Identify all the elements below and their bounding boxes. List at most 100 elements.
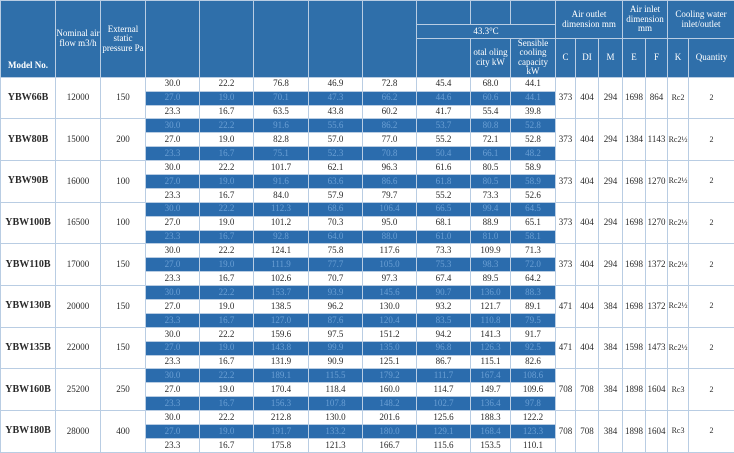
table-cell: Rc2½ (668, 202, 689, 244)
table-cell: 92.5 (511, 341, 556, 355)
table-cell: 179.2 (363, 369, 417, 383)
table-cell: 70.3 (309, 216, 363, 230)
table-cell: 44.1 (511, 77, 556, 91)
table-cell: 93.9 (309, 286, 363, 300)
table-cell: 404 (576, 244, 599, 286)
table-cell: 150 (101, 327, 146, 369)
table-cell: 88.0 (363, 230, 417, 244)
table-cell: 61.6 (417, 161, 471, 175)
table-cell: 64.5 (511, 202, 556, 216)
table-cell: 19.0 (200, 133, 254, 147)
table-cell: 1698 (623, 77, 646, 119)
table-cell: 23.3 (146, 105, 200, 119)
table-cell: 87.6 (309, 313, 363, 327)
table-cell: 1698 (623, 161, 646, 203)
table-cell: 1604 (646, 369, 668, 411)
table-cell: 23.3 (146, 438, 200, 452)
table-cell: 86.6 (363, 174, 417, 188)
table-cell: Rc2½ (668, 286, 689, 328)
table-cell: 2 (689, 77, 734, 119)
table-cell: 23.3 (146, 188, 200, 202)
table-cell: 16.7 (200, 397, 254, 411)
table-cell: 16.7 (200, 188, 254, 202)
header-cell (309, 1, 363, 78)
table-cell: 41.7 (417, 105, 471, 119)
table-cell: 96.8 (417, 341, 471, 355)
table-cell: 61.0 (417, 230, 471, 244)
table-cell: Rc2½ (668, 327, 689, 369)
table-cell: 70.1 (254, 91, 309, 105)
table-cell: 15000 (56, 119, 101, 161)
table-cell: 708 (556, 411, 576, 453)
table-cell: YBW90B (1, 161, 56, 203)
table-cell: 1372 (646, 244, 668, 286)
table-cell: 48.2 (511, 147, 556, 161)
header-cell: DI (576, 39, 599, 78)
table-cell: 150 (101, 244, 146, 286)
table-cell: 52.6 (511, 188, 556, 202)
table-cell: 64.0 (309, 230, 363, 244)
table-cell: 23.3 (146, 313, 200, 327)
table-cell: 167.4 (471, 369, 511, 383)
table-cell: 404 (576, 327, 599, 369)
table-cell: 84.0 (254, 188, 309, 202)
table-cell: 88.9 (471, 216, 511, 230)
table-cell: 130.0 (363, 300, 417, 314)
table-cell: 373 (556, 161, 576, 203)
table-cell: 160.0 (363, 383, 417, 397)
table-cell: 22.2 (200, 286, 254, 300)
table-cell: 75.1 (254, 147, 309, 161)
table-cell: 16.7 (200, 147, 254, 161)
table-cell: 373 (556, 244, 576, 286)
table-cell: 114.7 (417, 383, 471, 397)
table-cell: Rc2½ (668, 161, 689, 203)
table-cell: 708 (576, 369, 599, 411)
header-cell: 43.3°C (417, 25, 556, 39)
table-cell: 53.7 (417, 119, 471, 133)
table-cell: 19.0 (200, 425, 254, 439)
table-cell: 80.5 (471, 174, 511, 188)
table-cell: 115.6 (417, 438, 471, 452)
table-cell: 200 (101, 119, 146, 161)
table-cell: 73.3 (471, 188, 511, 202)
table-cell: 60.6 (471, 91, 511, 105)
table-cell: 170.4 (254, 383, 309, 397)
header-cell: Air outlet dimension mm (556, 1, 623, 39)
table-cell: 1698 (623, 244, 646, 286)
table-cell: 1898 (623, 369, 646, 411)
table-cell: 156.3 (254, 397, 309, 411)
table-cell: 27.0 (146, 383, 200, 397)
table-cell: 22.2 (200, 161, 254, 175)
table-cell: 106.4 (363, 202, 417, 216)
table-cell: 115.5 (309, 369, 363, 383)
table-cell: YBW110B (1, 244, 56, 286)
table-cell: 109.9 (471, 244, 511, 258)
table-cell: 2 (689, 119, 734, 161)
table-cell: 1473 (646, 327, 668, 369)
header-cell: Cooling water inlet/outlet (668, 1, 734, 39)
table-cell: 1143 (646, 119, 668, 161)
table-cell: 101.2 (254, 216, 309, 230)
table-cell: 1270 (646, 202, 668, 244)
table-cell: 98.3 (471, 258, 511, 272)
table-cell: 150 (101, 77, 146, 119)
table-cell: 58.1 (511, 230, 556, 244)
table-cell: 2 (689, 327, 734, 369)
table-cell: 148.2 (363, 397, 417, 411)
table-cell: 39.8 (511, 105, 556, 119)
table-cell: 96.3 (363, 161, 417, 175)
table-cell: 91.6 (254, 174, 309, 188)
header-cell (200, 1, 254, 78)
table-cell: 373 (556, 119, 576, 161)
table-cell: 68.6 (309, 202, 363, 216)
table-cell: 72.0 (511, 258, 556, 272)
table-cell: 30.0 (146, 327, 200, 341)
table-cell: 384 (599, 327, 623, 369)
table-cell: 97.8 (511, 397, 556, 411)
table-cell: 91.6 (254, 119, 309, 133)
table-cell: 77.0 (363, 133, 417, 147)
